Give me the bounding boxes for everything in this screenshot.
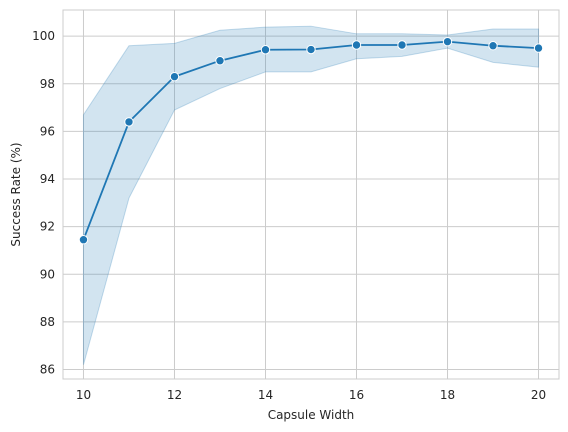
y-tick-label: 86 xyxy=(40,362,55,376)
data-point xyxy=(169,71,180,82)
data-point xyxy=(78,235,89,245)
x-tick-label: 16 xyxy=(349,388,364,402)
x-tick-label: 14 xyxy=(258,388,273,402)
x-tick-label: 12 xyxy=(167,388,182,402)
x-tick-label: 10 xyxy=(76,388,91,402)
y-gridlines xyxy=(63,35,559,370)
data-point xyxy=(442,36,453,47)
y-tick-label: 98 xyxy=(40,77,55,91)
y-tick-label: 96 xyxy=(40,124,55,138)
data-point xyxy=(351,40,362,50)
x-tick-label: 20 xyxy=(531,388,546,402)
y-tick-label: 94 xyxy=(40,172,55,186)
x-tick-label: 18 xyxy=(440,388,455,402)
confidence-band xyxy=(82,25,540,365)
y-tick-label: 100 xyxy=(32,29,55,43)
y-tick-labels: 86 88 90 92 94 96 98 100 xyxy=(32,29,55,376)
confidence-bands xyxy=(82,25,540,365)
series-markers xyxy=(78,36,544,245)
y-tick-label: 92 xyxy=(40,220,55,234)
plot-background xyxy=(63,10,559,379)
data-point xyxy=(397,40,407,50)
x-tick-labels: 10 12 14 16 18 20 xyxy=(76,388,546,402)
data-point xyxy=(260,45,271,55)
data-point xyxy=(306,44,316,55)
y-tick-label: 90 xyxy=(40,267,55,281)
y-tick-label: 88 xyxy=(40,315,55,329)
data-point xyxy=(124,117,134,127)
plot-frame xyxy=(62,9,560,380)
data-point xyxy=(533,43,544,53)
data-point xyxy=(215,56,225,66)
data-point xyxy=(488,41,498,51)
x-axis-label: Capsule Width xyxy=(268,408,355,422)
x-gridlines xyxy=(82,10,540,379)
y-axis-label: Success Rate (%) xyxy=(9,142,23,246)
